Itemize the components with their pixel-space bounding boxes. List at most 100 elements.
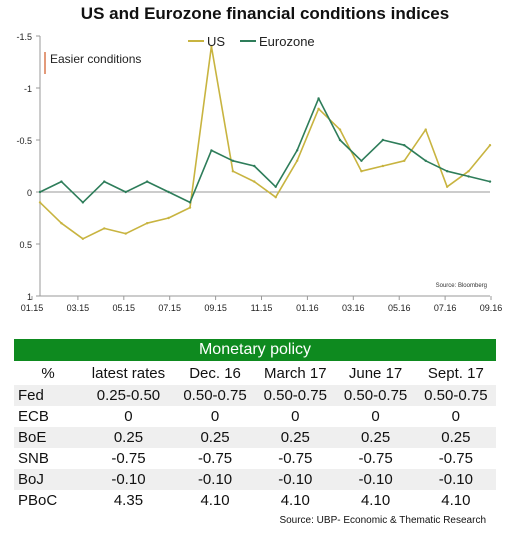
y-tick-label: 1 xyxy=(27,292,32,302)
x-tick-label: 11.15 xyxy=(251,303,273,313)
table-cell: 0 xyxy=(124,408,133,425)
series-line-us xyxy=(39,45,491,240)
data-point-us xyxy=(488,144,492,147)
x-tick-label: 09.16 xyxy=(480,303,503,313)
monetary-policy-table: Monetary policy% latest rates Dec. 16 March… xyxy=(14,339,496,511)
table-cell: 0.25 xyxy=(82,427,175,448)
table-cell: -0.10 xyxy=(255,469,336,490)
data-point-eurozone xyxy=(295,149,299,152)
series-line-eurozone xyxy=(39,97,491,204)
table-cell: -0.10 xyxy=(335,469,416,490)
table-cell: 0.25 xyxy=(255,427,336,448)
table-cell: 0 xyxy=(451,408,461,425)
table-cell: 4.10 xyxy=(200,492,230,509)
data-point-us xyxy=(231,170,235,173)
data-point-eurozone xyxy=(188,201,192,204)
column-header: Sept. 17 xyxy=(427,364,484,382)
row-label: BoJ xyxy=(14,469,82,490)
legend-label-eurozone: Eurozone xyxy=(259,34,315,49)
table-cell: 0.25 xyxy=(335,427,416,448)
table-cell: -0.75 xyxy=(278,450,313,467)
data-point-us xyxy=(210,45,213,48)
data-point-eurozone xyxy=(124,190,127,194)
data-point-eurozone xyxy=(403,144,406,147)
data-point-eurozone xyxy=(360,159,363,162)
table-header-row: % latest rates Dec. 16 March 17 June 17 Sept.… xyxy=(14,361,496,385)
data-point-eurozone xyxy=(145,180,149,183)
data-point-us xyxy=(188,206,192,209)
data-point-us xyxy=(445,185,449,188)
table-row: BoE 0.25 0.25 0.25 0.25 0.25 xyxy=(14,427,496,448)
data-point-us xyxy=(124,232,127,235)
column-header: June 17 xyxy=(348,364,403,382)
x-tick-label: 01.16 xyxy=(296,303,319,313)
x-tick-label: 05.16 xyxy=(388,303,411,313)
table-cell: -0.75 xyxy=(111,450,146,467)
column-header: March 17 xyxy=(264,364,327,382)
table-cell: 4.35 xyxy=(113,492,144,509)
data-point-us xyxy=(103,227,106,230)
table-cell: 0 xyxy=(291,408,300,425)
data-point-us xyxy=(338,128,342,131)
column-header: % xyxy=(41,364,55,382)
x-tick-label: 03.15 xyxy=(67,303,90,313)
data-point-us xyxy=(60,222,63,225)
table-cell: 4.10 xyxy=(360,492,391,509)
table-source: Source: UBP- Economic & Thematic Researc… xyxy=(279,515,486,526)
data-point-eurozone xyxy=(60,180,63,183)
x-tick-label: 07.16 xyxy=(434,303,457,313)
data-point-us xyxy=(467,170,470,173)
line-chart: -1.5 -1 -0.5 0 0.5 101.15 03.15 05.15 07.15 09.15… xyxy=(16,32,503,313)
table-cell: -0.10 xyxy=(174,469,256,490)
data-point-eurozone xyxy=(381,138,385,142)
data-point-us xyxy=(167,216,170,220)
data-point-us xyxy=(381,164,385,168)
annotation-label: Easier conditions xyxy=(50,52,141,66)
table-cell: 4.10 xyxy=(441,492,471,509)
row-label: SNB xyxy=(18,450,49,467)
row-label: BoE xyxy=(14,427,82,448)
row-label: ECB xyxy=(18,408,49,425)
chart-title: US and Eurozone financial conditions ind… xyxy=(80,4,450,23)
column-header: Dec. 16 xyxy=(189,364,241,382)
table-cell: -0.10 xyxy=(82,469,175,490)
data-point-us xyxy=(317,107,320,111)
y-tick-label: 0.5 xyxy=(19,240,32,250)
data-point-eurozone xyxy=(253,164,256,168)
table-cell: 0.50-0.75 xyxy=(174,385,256,406)
data-point-eurozone xyxy=(317,97,320,100)
data-point-us xyxy=(424,128,427,131)
data-point-us xyxy=(253,180,256,183)
table-cell: 0 xyxy=(371,408,380,425)
table-row: PBoC 4.35 4.10 4.10 4.10 4.10 xyxy=(14,490,496,511)
x-tick-label: 09.15 xyxy=(204,303,227,313)
table-title-row: Monetary policy xyxy=(14,339,496,361)
data-point-eurozone xyxy=(467,175,470,178)
table-cell: 4.10 xyxy=(280,492,310,509)
data-point-us xyxy=(295,159,299,162)
table-cell: 0.50-0.75 xyxy=(335,385,416,406)
data-point-eurozone xyxy=(424,159,427,162)
table-cell: -0.75 xyxy=(197,450,233,467)
y-tick-label: -1.5 xyxy=(16,32,32,42)
data-point-eurozone xyxy=(274,185,277,188)
chart-source: Source: Bloomberg xyxy=(436,283,487,289)
x-tick-label: 01.15 xyxy=(21,303,44,313)
data-point-us xyxy=(274,196,277,199)
data-point-eurozone xyxy=(81,201,85,204)
data-point-eurozone xyxy=(167,190,170,194)
table-title: Monetary policy xyxy=(14,339,496,361)
data-point-us xyxy=(403,159,406,162)
table-row: ECB 0 0 0 0 0 xyxy=(14,406,496,427)
column-header: latest rates xyxy=(91,364,166,382)
data-point-us xyxy=(38,201,42,204)
x-tick-label: 03.16 xyxy=(342,303,365,313)
data-point-us xyxy=(81,237,85,240)
data-point-us xyxy=(360,170,363,173)
table-row: Fed 0.25-0.50 0.50-0.75 0.50-0.75 0.50-0.75 0… xyxy=(14,385,496,406)
x-tick-label: 05.15 xyxy=(113,303,136,313)
table-cell: -0.75 xyxy=(358,450,393,467)
legend-label-us: US xyxy=(207,34,225,49)
table-cell: -0.75 xyxy=(438,450,473,467)
row-label: PBoC xyxy=(18,492,58,509)
